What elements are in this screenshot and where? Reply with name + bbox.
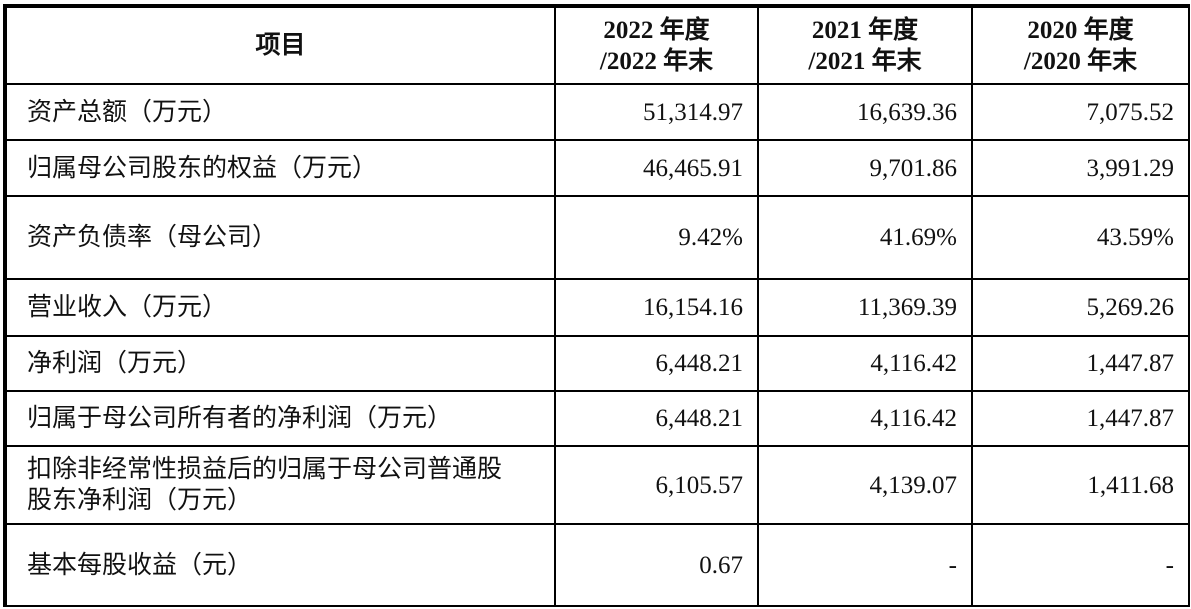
table-row: 归属于母公司所有者的净利润（万元） 6,448.21 4,116.42 1,44… bbox=[4, 390, 1190, 447]
cell-2022: 0.67 bbox=[554, 523, 759, 607]
row-label: 扣除非经常性损益后的归属于母公司普通股股东净利润（万元） bbox=[4, 445, 556, 525]
cell-2021: 9,701.86 bbox=[757, 139, 973, 197]
row-label: 归属于母公司所有者的净利润（万元） bbox=[4, 390, 556, 447]
cell-2022: 6,105.57 bbox=[554, 445, 759, 525]
row-label: 营业收入（万元） bbox=[4, 278, 556, 337]
cell-2021: 11,369.39 bbox=[757, 278, 973, 337]
cell-2022: 6,448.21 bbox=[554, 390, 759, 447]
cell-2020: 7,075.52 bbox=[971, 83, 1190, 141]
row-label: 基本每股收益（元） bbox=[4, 523, 556, 607]
header-item: 项目 bbox=[4, 5, 556, 85]
cell-2020: 5,269.26 bbox=[971, 278, 1190, 337]
row-label: 归属母公司股东的权益（万元） bbox=[4, 139, 556, 197]
cell-2021: 41.69% bbox=[757, 195, 973, 280]
header-2020-line1: 2020 年度 bbox=[1027, 16, 1134, 44]
table-row: 资产总额（万元） 51,314.97 16,639.36 7,075.52 bbox=[4, 83, 1190, 141]
header-2022: 2022 年度/2022 年末 bbox=[554, 5, 759, 85]
cell-2022: 16,154.16 bbox=[554, 278, 759, 337]
header-2022-line1: 2022 年度 bbox=[603, 16, 710, 44]
cell-2020: 1,411.68 bbox=[971, 445, 1190, 525]
header-item-text: 项目 bbox=[255, 32, 306, 59]
row-label: 资产总额（万元） bbox=[4, 83, 556, 141]
cell-2021: 4,116.42 bbox=[757, 335, 973, 392]
cell-2021: 4,139.07 bbox=[757, 445, 973, 525]
table-row: 扣除非经常性损益后的归属于母公司普通股股东净利润（万元） 6,105.57 4,… bbox=[4, 445, 1190, 525]
header-2022-line2: /2022 年末 bbox=[599, 47, 714, 75]
cell-2020: - bbox=[971, 523, 1190, 607]
cell-2021: - bbox=[757, 523, 973, 607]
header-2020-line2: /2020 年末 bbox=[1023, 47, 1138, 75]
header-row: 项目 2022 年度/2022 年末 2021 年度/2021 年末 2020 … bbox=[4, 5, 1190, 85]
financial-summary-table: 项目 2022 年度/2022 年末 2021 年度/2021 年末 2020 … bbox=[3, 4, 1190, 607]
table-row: 归属母公司股东的权益（万元） 46,465.91 9,701.86 3,991.… bbox=[4, 139, 1190, 197]
cell-2020: 1,447.87 bbox=[971, 335, 1190, 392]
table-row: 营业收入（万元） 16,154.16 11,369.39 5,269.26 bbox=[4, 278, 1190, 337]
table-row: 基本每股收益（元） 0.67 - - bbox=[4, 523, 1190, 607]
row-label: 资产负债率（母公司） bbox=[4, 195, 556, 280]
cell-2022: 6,448.21 bbox=[554, 335, 759, 392]
header-2021-line2: /2021 年末 bbox=[808, 47, 922, 75]
cell-2020: 3,991.29 bbox=[971, 139, 1190, 197]
cell-2022: 9.42% bbox=[554, 195, 759, 280]
cell-2022: 51,314.97 bbox=[554, 83, 759, 141]
row-label: 净利润（万元） bbox=[4, 335, 556, 392]
header-2020: 2020 年度/2020 年末 bbox=[971, 5, 1190, 85]
cell-2021: 4,116.42 bbox=[757, 390, 973, 447]
cell-2021: 16,639.36 bbox=[757, 83, 973, 141]
cell-2020: 1,447.87 bbox=[971, 390, 1190, 447]
table-row: 净利润（万元） 6,448.21 4,116.42 1,447.87 bbox=[4, 335, 1190, 392]
header-2021-line1: 2021 年度 bbox=[811, 16, 919, 44]
table-row: 资产负债率（母公司） 9.42% 41.69% 43.59% bbox=[4, 195, 1190, 280]
cell-2020: 43.59% bbox=[971, 195, 1190, 280]
header-2021: 2021 年度/2021 年末 bbox=[757, 5, 973, 85]
cell-2022: 46,465.91 bbox=[554, 139, 759, 197]
